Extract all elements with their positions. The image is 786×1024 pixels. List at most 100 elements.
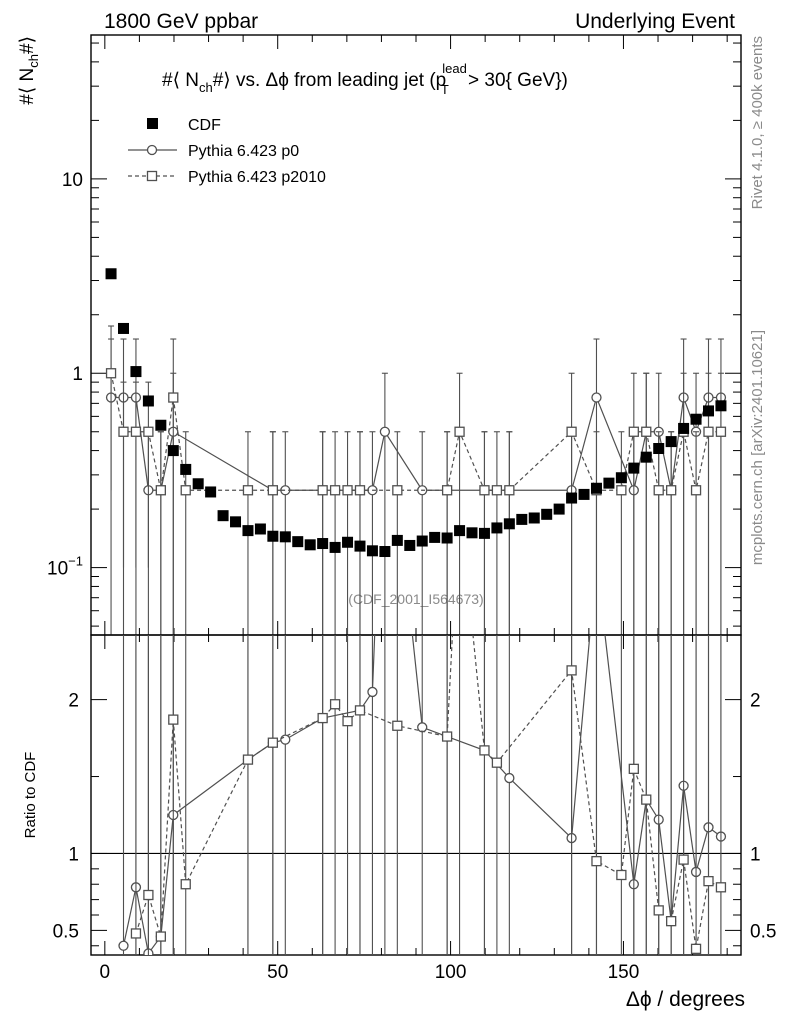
point-cdf: [441, 532, 453, 544]
title-pre: #⟨ N: [162, 70, 199, 91]
point-cdf: [354, 540, 366, 552]
point-p0: [591, 392, 602, 403]
point-cdf: [553, 503, 565, 515]
y-label-post: #⟩: [17, 36, 38, 54]
ratio-y-tick-label: 2: [68, 691, 79, 712]
ratio-point-p2010: [703, 876, 714, 887]
x-tick-label: 150: [608, 962, 640, 983]
point-cdf: [230, 516, 242, 528]
point-cdf: [118, 322, 129, 334]
point-p2010: [491, 485, 503, 496]
point-cdf: [640, 451, 652, 463]
point-p2010: [666, 485, 677, 496]
header-analysis: Underlying Event: [575, 10, 735, 33]
point-cdf: [167, 445, 179, 457]
ratio-point-p2010: [354, 705, 366, 716]
ratio-y-tick-label-right: 2: [750, 691, 761, 712]
ratio-y-tick-label: 1: [68, 844, 79, 865]
point-cdf: [267, 530, 279, 542]
legend-marker-p2010: [146, 170, 158, 182]
point-cdf: [653, 443, 665, 455]
point-cdf: [566, 492, 578, 504]
point-cdf: [329, 541, 341, 553]
point-p2010: [628, 426, 639, 437]
point-p2010: [180, 485, 191, 496]
ratio-point-p2010: [143, 889, 154, 901]
plot-title: #⟨ Nch#⟩ vs. Δϕ from leading jet (plead T…: [162, 61, 568, 97]
ratio-point-p2010: [678, 854, 689, 865]
point-cdf: [217, 510, 229, 522]
main-y-axis-label: #⟨ Nch#⟩: [17, 36, 41, 105]
y-tick-label: 10: [62, 170, 83, 191]
point-cdf: [105, 268, 117, 280]
header-collision: 1800 GeV ppbar: [104, 10, 258, 33]
point-cdf: [678, 422, 690, 434]
point-cdf: [317, 538, 329, 550]
point-p2010: [566, 426, 577, 437]
ratio-point-p0: [367, 686, 378, 698]
point-cdf: [628, 462, 640, 474]
y-tick-label: 10−1: [47, 554, 83, 580]
point-p2010: [392, 485, 403, 496]
point-cdf: [715, 400, 727, 412]
point-cdf: [205, 486, 217, 498]
point-cdf: [416, 535, 428, 547]
rivet-label: Rivet 4.1.0, ≥ 400k events: [749, 36, 766, 209]
ratio-point-p2010: [130, 928, 142, 939]
point-p2010: [168, 392, 179, 403]
point-p2010: [653, 485, 664, 496]
ratio-point-p2010: [267, 737, 279, 748]
x-tick-label: 50: [267, 962, 288, 983]
point-cdf: [703, 405, 714, 417]
ratio-point-p2010: [168, 714, 179, 725]
point-p2010: [454, 426, 465, 437]
ratio-y-tick-label-right: 1: [750, 844, 761, 865]
point-p2010: [329, 485, 341, 496]
legend-label-cdf: CDF: [188, 117, 221, 134]
ratio-point-p2010: [242, 754, 254, 765]
legend-label-p2010: Pythia 6.423 p2010: [188, 169, 326, 186]
point-p2010: [155, 485, 166, 496]
ratio-point-p2010: [666, 916, 677, 927]
point-cdf: [491, 522, 503, 534]
ratio-point-p2010: [180, 879, 191, 890]
point-p2010: [479, 485, 490, 496]
title-sup: lead: [442, 61, 467, 76]
point-cdf: [379, 546, 391, 558]
ratio-point-p2010: [591, 856, 602, 867]
point-cdf: [242, 525, 254, 537]
point-p2010: [354, 485, 366, 496]
point-p2010: [690, 485, 702, 496]
point-p2010: [504, 485, 515, 496]
point-p2010: [441, 485, 453, 496]
point-p2010: [118, 426, 129, 437]
legend-label-p0: Pythia 6.423 p0: [188, 143, 299, 160]
point-cdf: [454, 525, 466, 537]
x-tick-label: 0: [100, 962, 111, 983]
point-cdf: [155, 419, 167, 431]
point-cdf: [541, 508, 553, 520]
point-cdf: [528, 512, 540, 524]
point-p2010: [105, 368, 117, 379]
point-p0: [379, 426, 391, 437]
point-p2010: [267, 485, 279, 496]
title-mid: #⟩ vs. Δϕ from leading jet (p: [213, 70, 447, 91]
ratio-point-p2010: [566, 665, 577, 676]
ratio-point-p2010: [329, 699, 341, 710]
point-cdf: [142, 395, 154, 407]
point-cdf: [615, 472, 627, 484]
point-p2010: [130, 426, 142, 437]
ratio-point-p0: [118, 940, 129, 951]
ratio-y-tick-label-right: 0.5: [750, 921, 776, 942]
ratio-point-p2010: [392, 720, 403, 731]
point-p2010: [703, 426, 714, 437]
y-label-sub: ch: [26, 54, 41, 68]
ratio-data-marks: [91, 635, 741, 955]
analysis-watermark: (CDF_2001_I564673): [348, 591, 483, 607]
series-line-p0: [111, 395, 721, 493]
ratio-point-p2010: [155, 931, 166, 942]
y-label-pre: #⟨ N: [17, 68, 38, 105]
ratio-point-p2010: [653, 905, 664, 916]
ratio-point-p2010: [641, 794, 652, 805]
title-post: > 30{ GeV}): [463, 70, 568, 91]
